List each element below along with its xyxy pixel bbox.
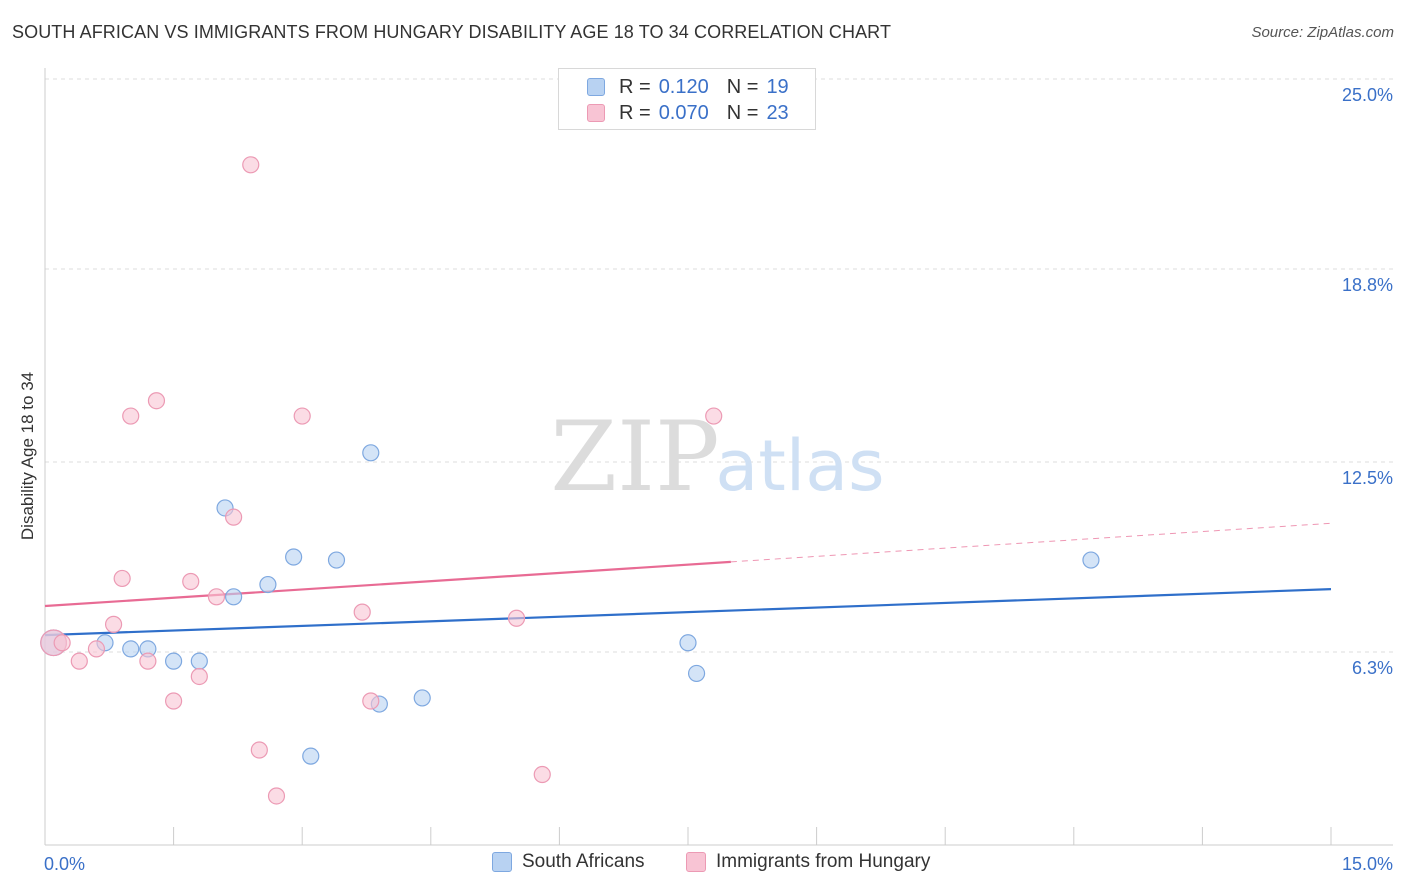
data-point [679,634,697,652]
data-point [190,652,208,670]
data-point [533,765,551,784]
data-point [413,689,431,707]
data-point [53,634,71,652]
data-point [165,652,183,670]
y-tick-label: 25.0% [1342,85,1393,105]
data-point [687,664,706,683]
legend-label: South Africans [522,851,645,872]
points-layer [40,156,1100,805]
data-point [285,548,303,566]
trend-line-extension [730,522,1332,563]
r-value: 0.070 [658,101,709,124]
data-point [104,615,123,633]
data-point [250,741,268,759]
legend-item-hungary[interactable]: Immigrants from Hungary [686,851,930,873]
legend-swatch-blue [492,852,512,872]
data-point [122,407,140,425]
stats-row-hungary: R = 0.070 N = 23 [587,100,789,126]
r-value: 0.120 [658,75,709,98]
chart-title: SOUTH AFRICAN VS IMMIGRANTS FROM HUNGARY… [12,22,892,42]
data-point [182,572,200,591]
series-legend: South Africans Immigrants from Hungary [0,851,1406,879]
watermark-zip: ZIP [550,401,719,513]
data-point [207,588,226,606]
r-label: R = [619,75,651,98]
trend-line [44,588,1332,637]
data-point [705,407,723,425]
data-point [507,609,526,627]
y-tick-label: 12.5% [1342,468,1393,488]
n-value: 23 [766,101,789,124]
n-value: 19 [766,75,789,98]
data-point [113,569,131,588]
legend-swatch-blue [587,78,605,96]
r-label: R = [619,101,651,124]
data-point [87,640,106,658]
data-point [165,692,183,710]
stats-legend: R = 0.120 N = 19 R = 0.070 N = 23 [558,68,816,130]
data-point [267,787,286,805]
data-point [362,444,380,462]
trend-line [44,560,731,608]
data-point [353,603,371,621]
data-point [259,575,277,594]
x-tick-label: 0.0% [44,854,85,874]
data-point [225,588,243,606]
data-point [362,692,380,710]
data-point [242,156,260,174]
data-point [293,407,311,425]
y-tick-label: 18.8% [1342,275,1393,295]
legend-swatch-pink [587,104,605,122]
chart-source: Source: ZipAtlas.com [1251,24,1394,41]
legend-label: Immigrants from Hungary [716,851,931,872]
data-point [147,392,166,410]
data-point [1082,551,1100,569]
data-point [190,667,208,686]
data-point [122,640,140,658]
stats-row-south-africans: R = 0.120 N = 19 [587,74,789,100]
data-point [70,652,88,670]
data-point [225,508,243,526]
x-tick-label: 15.0% [1342,854,1393,874]
data-point [302,747,320,765]
trend-layer [44,522,1332,637]
grid-layer [45,78,1393,653]
n-label: N = [726,75,759,98]
legend-swatch-pink [686,852,706,872]
data-point [327,551,346,569]
watermark-atlas: atlas [715,425,884,507]
legend-item-south-africans[interactable]: South Africans [492,851,645,873]
y-tick-label: 6.3% [1352,658,1393,678]
data-point [139,652,157,670]
watermark: ZIP atlas [550,401,884,513]
axis-layer: 6.3% 12.5% 18.8% 25.0% 0.0% 15.0% [44,68,1393,874]
n-label: N = [726,101,759,124]
